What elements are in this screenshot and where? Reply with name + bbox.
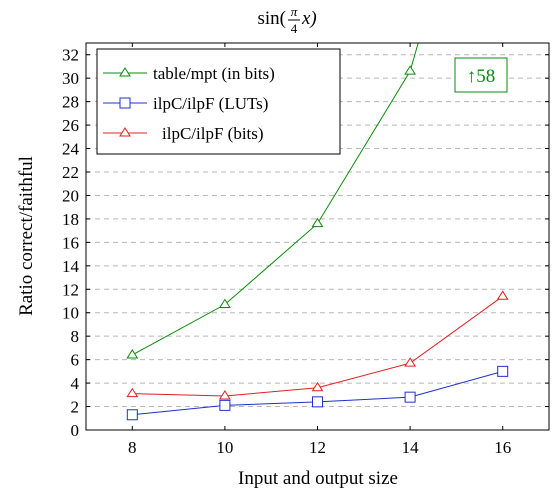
series-line-ilp-luts (132, 370, 503, 416)
legend-marker-ilp-luts (119, 97, 131, 109)
legend-entry-ilp-luts: ilpC/ilpF (LUTs) (103, 94, 268, 113)
y-tick-label: 32 (62, 46, 79, 65)
y-tick-label: 4 (71, 374, 80, 393)
y-tick-label: 14 (62, 257, 80, 276)
data-point-table-mpt (218, 298, 231, 309)
data-point-table-mpt (404, 65, 417, 75)
x-tick-label: 8 (128, 438, 137, 457)
data-point-ilp-bits (404, 357, 417, 367)
legend-label-ilp-bits: ilpC/ilpF (bits) (162, 124, 264, 143)
y-tick-label: 2 (71, 398, 80, 417)
y-tick-label: 16 (62, 233, 79, 252)
data-point-table-mpt (311, 217, 324, 228)
legend-entry-ilp-bits: ilpC/ilpF (bits) (103, 124, 264, 143)
y-tick-label: 10 (62, 304, 79, 323)
legend-marker-table-mpt (119, 67, 131, 77)
y-tick-label: 8 (71, 327, 80, 346)
y-axis-title: Ratio correct/faithful (16, 156, 37, 316)
legend-label-table-mpt: table/mpt (in bits) (153, 64, 275, 83)
y-tick-label: 6 (71, 351, 80, 370)
y-tick-label: 0 (71, 421, 80, 440)
title-suffix: x) (301, 8, 317, 29)
series-table-mpt (126, 43, 419, 359)
title-fraction-numerator: π (291, 4, 298, 19)
data-point-table-mpt (126, 349, 139, 359)
data-point-ilp-luts (126, 409, 138, 421)
legend-entry-table-mpt: table/mpt (in bits) (103, 64, 275, 83)
series-ilp-bits (126, 290, 509, 400)
y-tick-label: 18 (62, 210, 79, 229)
data-point-ilp-luts (497, 365, 509, 377)
x-axis-title: Input and output size (238, 468, 398, 489)
y-tick-label: 20 (62, 186, 79, 205)
series-ilp-luts (126, 365, 509, 421)
y-tick-label: 26 (62, 116, 79, 135)
legend-label-ilp-luts: ilpC/ilpF (LUTs) (153, 94, 268, 113)
x-tick-label: 16 (494, 438, 511, 457)
y-tick-label: 30 (62, 69, 79, 88)
x-tick-label: 14 (402, 438, 420, 457)
data-point-ilp-luts (404, 391, 416, 403)
legend-box (96, 48, 341, 155)
data-point-ilp-luts (219, 399, 231, 411)
off-scale-annotation: ↑58 (454, 57, 508, 93)
series-layer (126, 43, 509, 421)
data-point-ilp-luts (312, 396, 323, 408)
x-tick-label: 12 (309, 438, 326, 457)
title-prefix: sin( (258, 8, 287, 29)
title-fraction-denominator: 4 (291, 21, 298, 36)
data-point-ilp-bits (218, 390, 231, 400)
chart-title: sin( π 4 x) (258, 4, 317, 36)
y-tick-label: 22 (62, 163, 79, 182)
data-point-ilp-bits (311, 381, 324, 392)
x-tick-label: 10 (216, 438, 233, 457)
series-line-ilp-bits (132, 295, 503, 397)
y-tick-label: 28 (62, 93, 79, 112)
data-point-ilp-bits (126, 387, 139, 398)
annotation-text: ↑58 (467, 66, 496, 87)
data-point-ilp-bits (496, 290, 509, 300)
annotation-box (454, 57, 508, 93)
y-tick-label: 24 (62, 140, 80, 159)
legend-marker-ilp-bits (119, 127, 131, 137)
legend: table/mpt (in bits) ilpC/ilpF (LUTs) ilp… (96, 48, 341, 155)
y-tick-label: 12 (62, 280, 79, 299)
